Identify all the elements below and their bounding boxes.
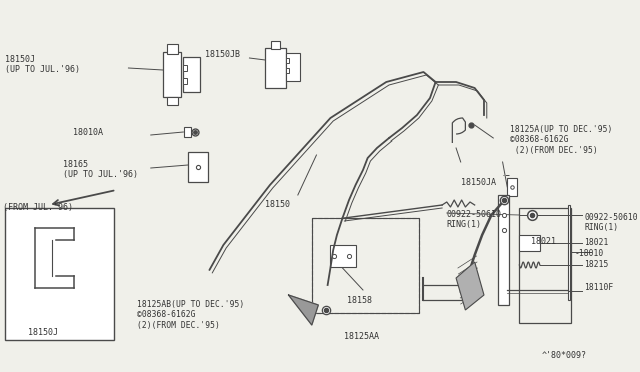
Polygon shape [456, 262, 484, 310]
Text: 18150: 18150 [265, 200, 291, 209]
Text: 00922-50610
RING(1): 00922-50610 RING(1) [447, 210, 502, 230]
Text: 18125AA: 18125AA [344, 332, 380, 341]
Bar [330, 245, 356, 267]
Polygon shape [289, 295, 318, 325]
Text: -18010: -18010 [574, 249, 604, 258]
Bar [519, 235, 540, 251]
Text: 18021: 18021 [584, 238, 609, 247]
Bar [519, 208, 570, 323]
Text: ^'80*009?: ^'80*009? [541, 351, 586, 360]
Bar [285, 58, 289, 63]
Text: 18150JA: 18150JA [461, 178, 496, 187]
Bar [312, 218, 419, 313]
Bar [183, 65, 187, 71]
Bar [568, 205, 570, 300]
Text: 18150JB: 18150JB [205, 50, 240, 59]
Bar [183, 57, 200, 92]
Text: 18021: 18021 [531, 237, 556, 246]
Text: 00922-50610
RING(1): 00922-50610 RING(1) [584, 213, 638, 232]
Text: 18125A(UP TO DEC.'95)
©08368-6162G
 (2)(FROM DEC.'95): 18125A(UP TO DEC.'95) ©08368-6162G (2)(F… [510, 125, 612, 155]
Text: 18125AB(UP TO DEC.'95)
©08368-6162G
(2)(FROM DEC.'95): 18125AB(UP TO DEC.'95) ©08368-6162G (2)(… [137, 300, 244, 330]
Bar [4, 208, 115, 340]
Bar [184, 127, 191, 137]
Bar [166, 97, 178, 105]
Bar [285, 53, 300, 81]
Bar [183, 78, 187, 84]
Bar [163, 52, 182, 97]
Text: 18158: 18158 [347, 296, 372, 305]
Bar [265, 48, 285, 88]
Bar [188, 152, 209, 182]
Text: 18110F: 18110F [584, 283, 614, 292]
Bar [312, 218, 419, 313]
Bar [508, 178, 516, 196]
Bar [166, 44, 178, 54]
Text: 18150J
(UP TO JUL.'96): 18150J (UP TO JUL.'96) [4, 55, 79, 74]
Bar [498, 195, 509, 305]
Bar [285, 68, 289, 73]
Text: (FROM JUL.'96): (FROM JUL.'96) [3, 203, 73, 212]
Text: 18215: 18215 [584, 260, 609, 269]
Text: 18150J: 18150J [28, 328, 58, 337]
Text: 18165
(UP TO JUL.'96): 18165 (UP TO JUL.'96) [63, 160, 138, 179]
Text: 18010A: 18010A [72, 128, 102, 137]
Bar [271, 41, 280, 49]
